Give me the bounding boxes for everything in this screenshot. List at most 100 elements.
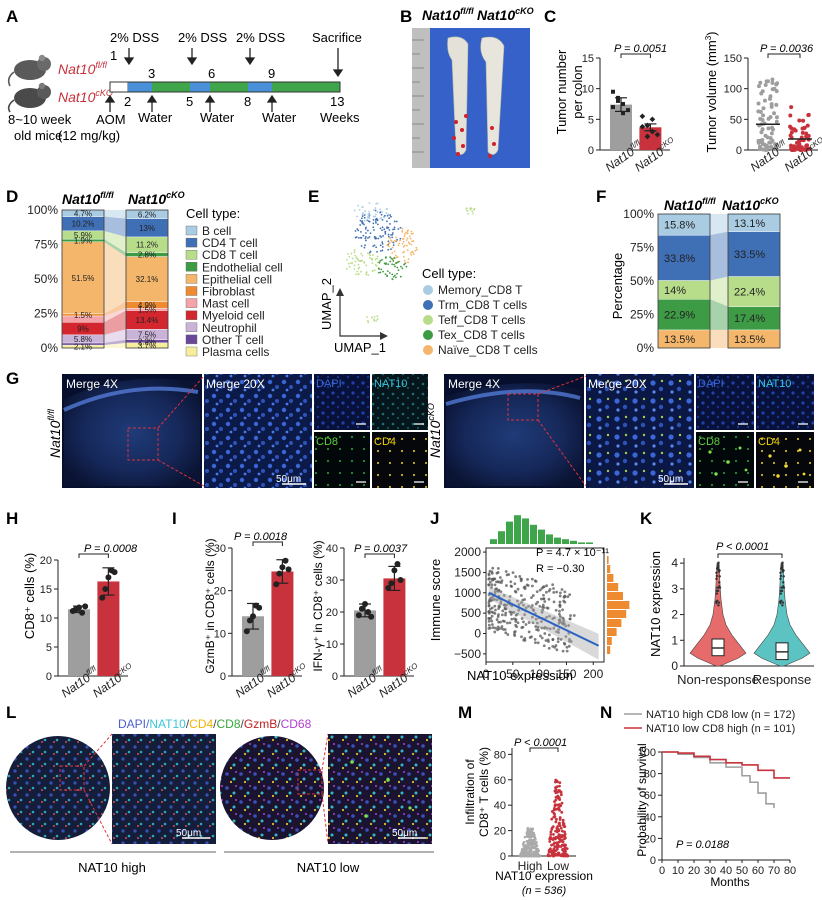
umap-point <box>383 216 386 219</box>
umap-point <box>406 237 409 240</box>
data-point <box>774 119 779 124</box>
umap-point <box>374 263 377 266</box>
image-nat10 <box>756 374 814 430</box>
data-point <box>756 101 761 106</box>
data-point <box>805 143 810 148</box>
data-point <box>556 851 560 855</box>
umap-point <box>368 213 370 216</box>
genotype-fl-label: Nat10fl/fl <box>422 6 474 23</box>
data-point <box>540 610 544 614</box>
outlier-point <box>779 592 783 595</box>
umap-point <box>402 245 405 248</box>
data-point <box>558 603 562 607</box>
legend-swatch <box>185 286 198 296</box>
data-point <box>554 820 558 824</box>
umap-point <box>393 220 396 223</box>
panel-n-survival: NAT10 high CD8 low (n = 172) NAT10 low CD… <box>624 709 796 889</box>
arrows-top <box>123 48 344 78</box>
legend-swatch <box>185 237 198 248</box>
umap-point <box>365 273 368 276</box>
data-point <box>526 835 529 839</box>
data-point <box>769 102 774 107</box>
data-point <box>534 641 537 645</box>
data-point <box>530 596 533 600</box>
umap-point <box>367 274 370 276</box>
bar <box>610 104 632 150</box>
umap-point <box>407 258 410 260</box>
data-point <box>567 644 571 648</box>
histogram-bar <box>530 524 537 544</box>
data-point <box>539 597 543 601</box>
data-point <box>562 822 566 826</box>
data-point <box>794 145 799 150</box>
data-point <box>644 133 651 140</box>
umap-point <box>363 223 365 226</box>
data-point <box>368 613 375 620</box>
data-point <box>761 147 766 152</box>
data-point <box>528 841 532 845</box>
data-point <box>546 854 550 858</box>
panel-g-microscopy: Nat10fl/fl Merge 4X Merge 20X 50μm DAPI … <box>46 374 814 488</box>
umap-point <box>360 245 363 247</box>
legend-swatch <box>185 322 198 332</box>
data-point <box>801 118 806 123</box>
umap-point <box>365 271 368 274</box>
umap-point <box>371 269 374 272</box>
week-tick: 2 <box>124 94 131 109</box>
data-point <box>519 594 523 597</box>
flow-band <box>104 216 126 237</box>
umap-point <box>393 256 396 259</box>
umap-point <box>364 227 367 230</box>
umap-point <box>364 244 366 247</box>
segment-label: 2.8% <box>138 251 156 260</box>
x-tick-label: 20 <box>688 865 700 877</box>
genotype-fl-label: Nat10fl/fl <box>664 196 716 213</box>
segment-label: 7.5% <box>138 330 156 339</box>
y-tick-label: 10 <box>40 613 52 625</box>
data-point <box>513 582 517 586</box>
outlier-point <box>715 577 718 581</box>
data-point <box>497 627 501 631</box>
y-tick-label: 1 <box>671 633 678 647</box>
data-point <box>508 595 512 598</box>
data-point <box>616 98 620 103</box>
data-point <box>764 147 769 152</box>
data-point <box>529 606 533 609</box>
data-point <box>285 566 292 573</box>
panel-label-j: J <box>430 509 439 528</box>
data-point <box>537 854 541 858</box>
y-axis-label: Immune score <box>428 559 443 641</box>
data-point <box>558 594 562 598</box>
umap-point <box>373 244 376 247</box>
dss-label: 2% DSS <box>236 30 285 45</box>
umap-point <box>394 254 397 257</box>
data-point <box>559 826 563 830</box>
umap-point <box>356 228 359 230</box>
legend-label: CD4 T cell <box>202 236 258 250</box>
data-point <box>552 833 555 836</box>
histogram-bar <box>578 542 585 544</box>
umap-point <box>372 208 375 211</box>
data-point <box>568 637 571 641</box>
panel-label-m: M <box>458 703 472 722</box>
p-value: P = 0.0051 <box>614 43 667 55</box>
data-point <box>526 584 530 587</box>
data-point <box>534 617 538 621</box>
data-point <box>487 610 491 614</box>
outlier-point <box>782 575 785 578</box>
umap-point <box>402 240 405 243</box>
water-label: Water <box>200 110 235 125</box>
data-point <box>531 832 534 835</box>
data-point <box>563 846 567 849</box>
data-point <box>767 96 772 101</box>
y-axis-label: Percentage <box>610 253 625 320</box>
nat10-label: NAT10 <box>374 378 407 390</box>
panel-label-c: C <box>544 7 556 26</box>
histogram-bar <box>607 592 623 600</box>
data-point <box>774 147 779 152</box>
umap-point <box>389 223 391 225</box>
outlier-point <box>716 586 719 589</box>
data-point <box>528 839 532 842</box>
nat10-high-label: NAT10 high <box>78 860 146 875</box>
